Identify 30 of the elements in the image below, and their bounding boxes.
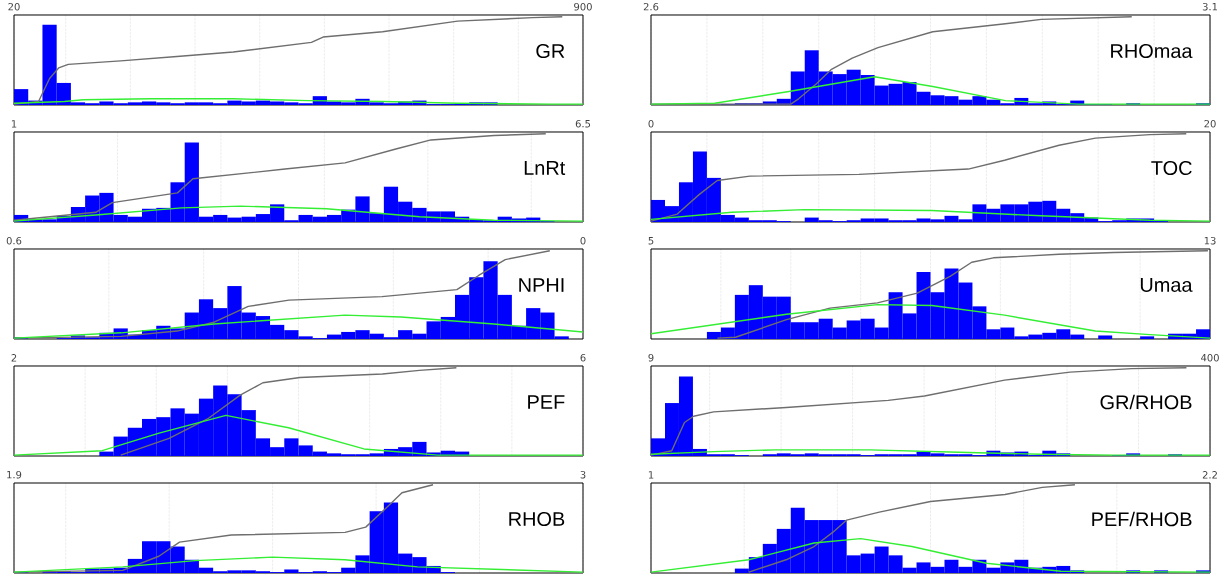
text: RHOB [509, 511, 565, 527]
x-tick-label: 2 [11, 354, 17, 362]
x-tick-label: 3.1 [1202, 2, 1218, 11]
x-tick-label: 1.9 [7, 470, 22, 479]
text: RHOmaa [1111, 43, 1193, 59]
x-tick-label: 400 [1200, 353, 1219, 362]
x-tick-label: 5 [648, 237, 654, 245]
x-tick-label: 20 [8, 2, 20, 11]
x-tick-label: 1 [11, 120, 17, 128]
x-tick-label: 1 [648, 471, 654, 479]
text: GR/RHOB [1100, 394, 1192, 410]
text: PEF [528, 395, 565, 409]
text: PEF/RHOB [1092, 511, 1192, 527]
text: Umaa [1140, 278, 1193, 292]
text: GR [536, 43, 565, 59]
x-tick-label: 2.2 [1202, 471, 1217, 479]
x-tick-label: 900 [574, 2, 592, 11]
x-tick-label: 0 [648, 119, 654, 128]
text: LnRt [524, 161, 566, 175]
x-tick-label: 0.6 [6, 236, 22, 245]
x-tick-label: 2.6 [643, 2, 659, 11]
x-tick-label: 13 [1204, 236, 1216, 245]
text: TOC [1151, 160, 1192, 176]
x-tick-label: 0 [580, 236, 586, 245]
x-tick-label: 3 [580, 470, 586, 479]
x-tick-label: 6.5 [575, 119, 591, 128]
x-tick-label: 9 [648, 353, 654, 362]
x-tick-label: 6 [580, 353, 586, 362]
x-tick-label: 20 [1204, 119, 1216, 128]
text: NPHI [519, 278, 564, 292]
